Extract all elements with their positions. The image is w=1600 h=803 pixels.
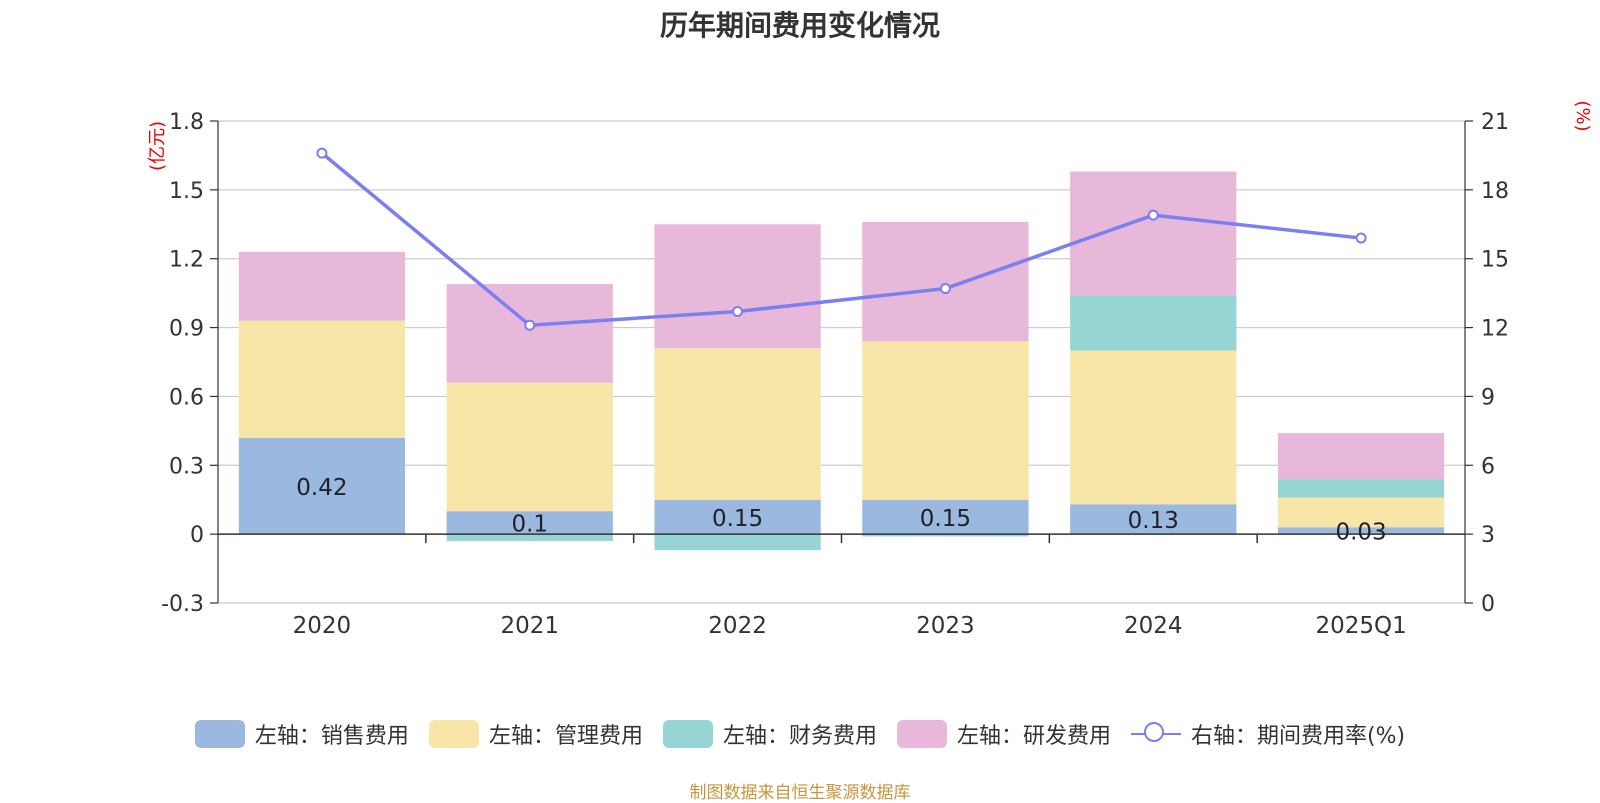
bar-segment-series-3 (446, 283, 613, 383)
bar-segment-series-2 (1277, 479, 1445, 498)
right-axis-tick-label: 15 (1481, 248, 1509, 273)
rate-point (939, 283, 951, 295)
x-axis-category-label: 2023 (916, 613, 975, 639)
bar-segment-series-3 (654, 224, 821, 349)
x-axis-category-label: 2020 (293, 613, 352, 639)
left-axis-tick-label: -0.3 (161, 592, 204, 617)
bar-data-label: 0.1 (511, 512, 548, 538)
left-axis-tick-label: 0.6 (169, 385, 204, 410)
bar-data-label: 0.15 (712, 506, 763, 532)
legend-line-dot (1143, 722, 1164, 742)
bar-segment-series-1 (446, 382, 613, 512)
right-axis-tick-label: 21 (1481, 110, 1509, 135)
bar-data-label: 0.42 (296, 475, 347, 501)
legend-item[interactable]: 右轴：期间费用率(%) (1130, 718, 1406, 750)
bar-segment-series-2 (654, 534, 821, 551)
legend-item[interactable]: 左轴：研发费用 (896, 718, 1111, 750)
x-axis-category-label: 2022 (708, 613, 767, 639)
left-axis-tick-label: 1.2 (169, 248, 204, 273)
right-axis-tick-label: 9 (1481, 385, 1495, 410)
right-axis-tick-label: 18 (1481, 179, 1509, 204)
bar-segment-series-0 (1070, 504, 1237, 535)
bar-segment-series-3 (1277, 433, 1445, 480)
bar-data-label: 0.03 (1335, 520, 1386, 546)
source-note: 制图数据来自恒生聚源数据库 (689, 783, 911, 803)
legend-label: 左轴：财务费用 (722, 724, 877, 749)
legend-item[interactable]: 左轴：管理费用 (428, 718, 643, 750)
rate-point (732, 306, 744, 318)
left-axis-tick-label: 0.9 (169, 317, 204, 342)
bar-segment-series-3 (862, 221, 1029, 342)
legend-swatch (896, 720, 947, 748)
bar-segment-series-3 (238, 251, 406, 321)
left-axis-unit-label: (亿元) (147, 121, 168, 171)
bar-segment-series-1 (862, 341, 1029, 500)
left-axis-tick-label: 1.5 (169, 179, 204, 204)
chart-title: 历年期间费用变化情况 (659, 9, 940, 42)
bar-segment-series-1 (1277, 497, 1445, 528)
bar-segment-series-1 (1070, 350, 1237, 505)
bar-segment-series-0 (1277, 527, 1445, 535)
legend-label: 右轴：期间费用率(%) (1190, 724, 1406, 749)
bar-segment-series-0 (238, 437, 406, 535)
bar-data-label: 0.15 (920, 506, 971, 532)
x-axis-category-label: 2025Q1 (1315, 613, 1406, 639)
bar-segment-series-0 (446, 511, 613, 535)
bar-data-label: 0.13 (1128, 508, 1179, 534)
bar-segment-series-3 (1070, 171, 1237, 296)
right-axis-unit-label: (%) (1572, 100, 1593, 131)
legend-label: 左轴：研发费用 (956, 724, 1111, 749)
rate-point (316, 147, 328, 159)
rate-point (1355, 232, 1367, 244)
bar-segment-series-2 (1070, 295, 1237, 351)
chart-plot: 1.8 1.5 1.2 0.9 0.6 0.3 0 -0.3 21 18 15 12 9 6 3 0 (亿元) (… (147, 100, 1593, 639)
left-axis-tick-label: 1.8 (169, 110, 204, 135)
legend: 左轴：销售费用 左轴：管理费用 左轴：财务费用 左轴：研发费用 右轴：期间费用率(%) (0, 718, 1600, 750)
right-axis-tick-label: 12 (1481, 317, 1509, 342)
x-axis-category-label: 2021 (500, 613, 559, 639)
legend-item[interactable]: 左轴：财务费用 (662, 718, 877, 750)
right-axis-tick-label: 0 (1481, 592, 1495, 617)
legend-label: 左轴：管理费用 (488, 724, 643, 749)
x-axis-category-label: 2024 (1124, 613, 1183, 639)
bar-segment-series-2 (446, 534, 613, 542)
legend-swatch (194, 720, 245, 748)
bar-segment-series-2 (862, 534, 1029, 537)
left-axis-tick-label: 0.3 (169, 454, 204, 479)
bar-segment-series-1 (654, 348, 821, 500)
bar-segment-series-1 (238, 320, 406, 438)
left-axis-tick-label: 0 (190, 523, 204, 548)
rate-line (320, 151, 1362, 328)
legend-swatch (428, 720, 479, 748)
legend-label: 左轴：销售费用 (254, 724, 409, 749)
right-axis-tick-label: 3 (1481, 523, 1495, 548)
bar-segment-series-0 (862, 499, 1029, 535)
legend-line-marker-icon (1130, 720, 1181, 748)
right-axis-tick-label: 6 (1481, 454, 1495, 479)
rate-point (1147, 209, 1159, 221)
bar-segment-series-0 (654, 499, 821, 535)
legend-swatch (662, 720, 713, 748)
rate-point (524, 319, 536, 331)
legend-item[interactable]: 左轴：销售费用 (194, 718, 409, 750)
